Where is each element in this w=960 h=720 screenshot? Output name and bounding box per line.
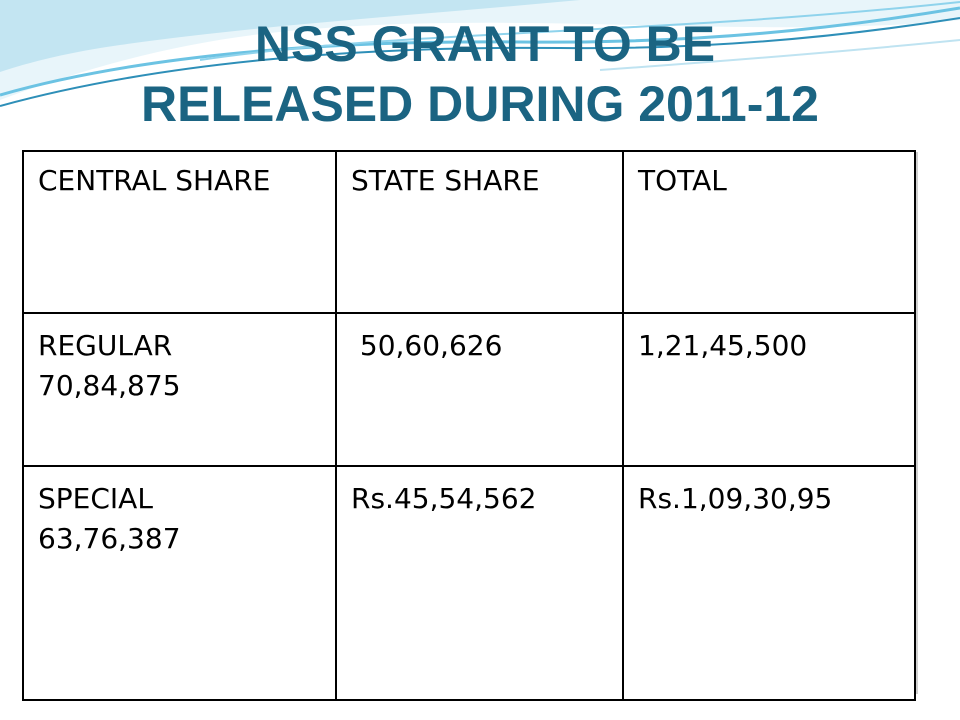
row-label: SPECIAL [38, 482, 153, 515]
central-value: 63,76,387 [38, 522, 181, 555]
cell-regular-total: 1,21,45,500 [622, 312, 916, 467]
header-central-share: CENTRAL SHARE [22, 150, 337, 314]
header-total: TOTAL [622, 150, 916, 314]
title-line-1: NSS GRANT TO BE [254, 16, 716, 72]
total-value: Rs.1,09,30,95 [638, 482, 833, 515]
total-value: 1,21,45,500 [638, 329, 808, 362]
table-row-regular: REGULAR 70,84,875 50,60,626 1,21,45,500 [22, 312, 916, 467]
row-label: REGULAR [38, 329, 173, 362]
cell-regular-central: REGULAR 70,84,875 [22, 312, 337, 467]
title-line-2: RELEASED DURING 2011-12 [140, 76, 819, 132]
table-row-special: SPECIAL 63,76,387 Rs.45,54,562 Rs.1,09,3… [22, 465, 916, 701]
cell-special-central: SPECIAL 63,76,387 [22, 465, 337, 701]
table-header-row: CENTRAL SHARE STATE SHARE TOTAL [22, 150, 916, 314]
state-value: Rs.45,54,562 [351, 482, 537, 515]
central-value: 70,84,875 [38, 369, 181, 402]
cell-special-state: Rs.45,54,562 [335, 465, 624, 701]
state-value: 50,60,626 [351, 329, 503, 362]
decorative-swoosh-background [0, 0, 960, 107]
grant-table: CENTRAL SHARE STATE SHARE TOTAL REGULAR … [22, 150, 916, 701]
cell-regular-state: 50,60,626 [335, 312, 624, 467]
header-state-share: STATE SHARE [335, 150, 624, 314]
cell-special-total: Rs.1,09,30,95 [622, 465, 916, 701]
table-shadow [914, 152, 918, 694]
slide-title: NSS GRANT TO BE RELEASED DURING 2011-12 [0, 14, 960, 134]
